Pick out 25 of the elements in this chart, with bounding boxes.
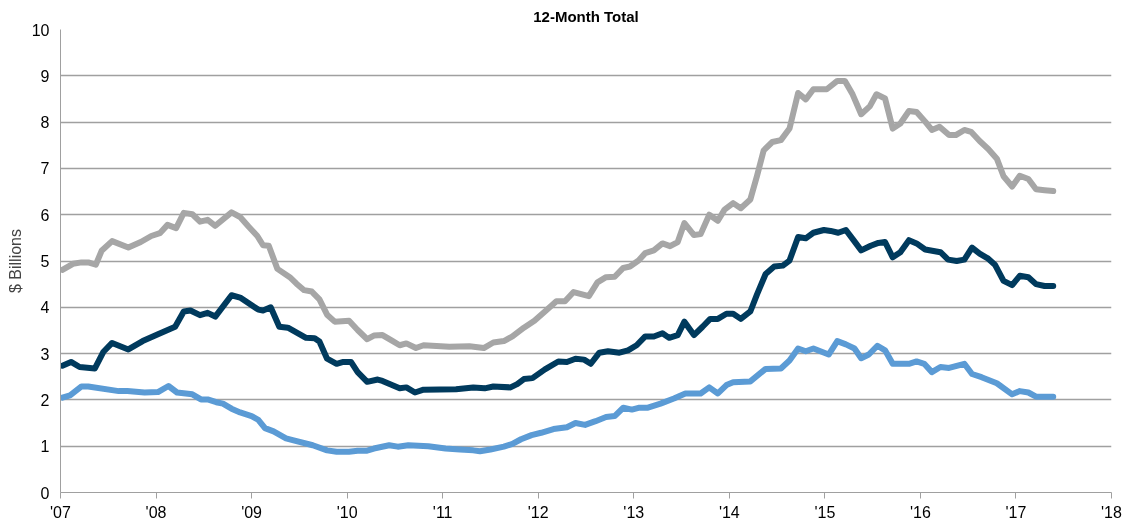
y-tick-label: 8 — [40, 114, 50, 132]
y-tick-label: 3 — [40, 345, 50, 363]
y-tick-label: 6 — [40, 206, 50, 224]
y-axis-title: $ Billions — [6, 228, 24, 294]
y-tick-label: 4 — [40, 299, 50, 317]
x-tick-label: '18 — [1101, 503, 1123, 521]
x-tick-label: '15 — [814, 503, 836, 521]
x-tick-label: '16 — [909, 503, 931, 521]
x-tick-label: '09 — [241, 503, 263, 521]
y-tick-label: 9 — [40, 67, 50, 85]
y-tick-label: 7 — [40, 160, 50, 178]
x-tick-label: '14 — [718, 503, 740, 521]
x-tick-label: '07 — [50, 503, 72, 521]
x-tick-label: '12 — [527, 503, 549, 521]
x-tick-label: '11 — [432, 503, 453, 521]
y-tick-label: 10 — [31, 21, 50, 39]
chart-title: 12-Month Total — [533, 7, 639, 25]
x-tick-label: '10 — [336, 503, 358, 521]
y-tick-label: 0 — [40, 484, 50, 502]
x-tick-label: '13 — [623, 503, 645, 521]
x-tick-label: '08 — [145, 503, 167, 521]
y-tick-label: 5 — [40, 253, 50, 270]
x-tick-label: '17 — [1005, 503, 1027, 521]
y-tick-label: 1 — [40, 438, 50, 456]
y-tick-label: 2 — [40, 391, 50, 409]
